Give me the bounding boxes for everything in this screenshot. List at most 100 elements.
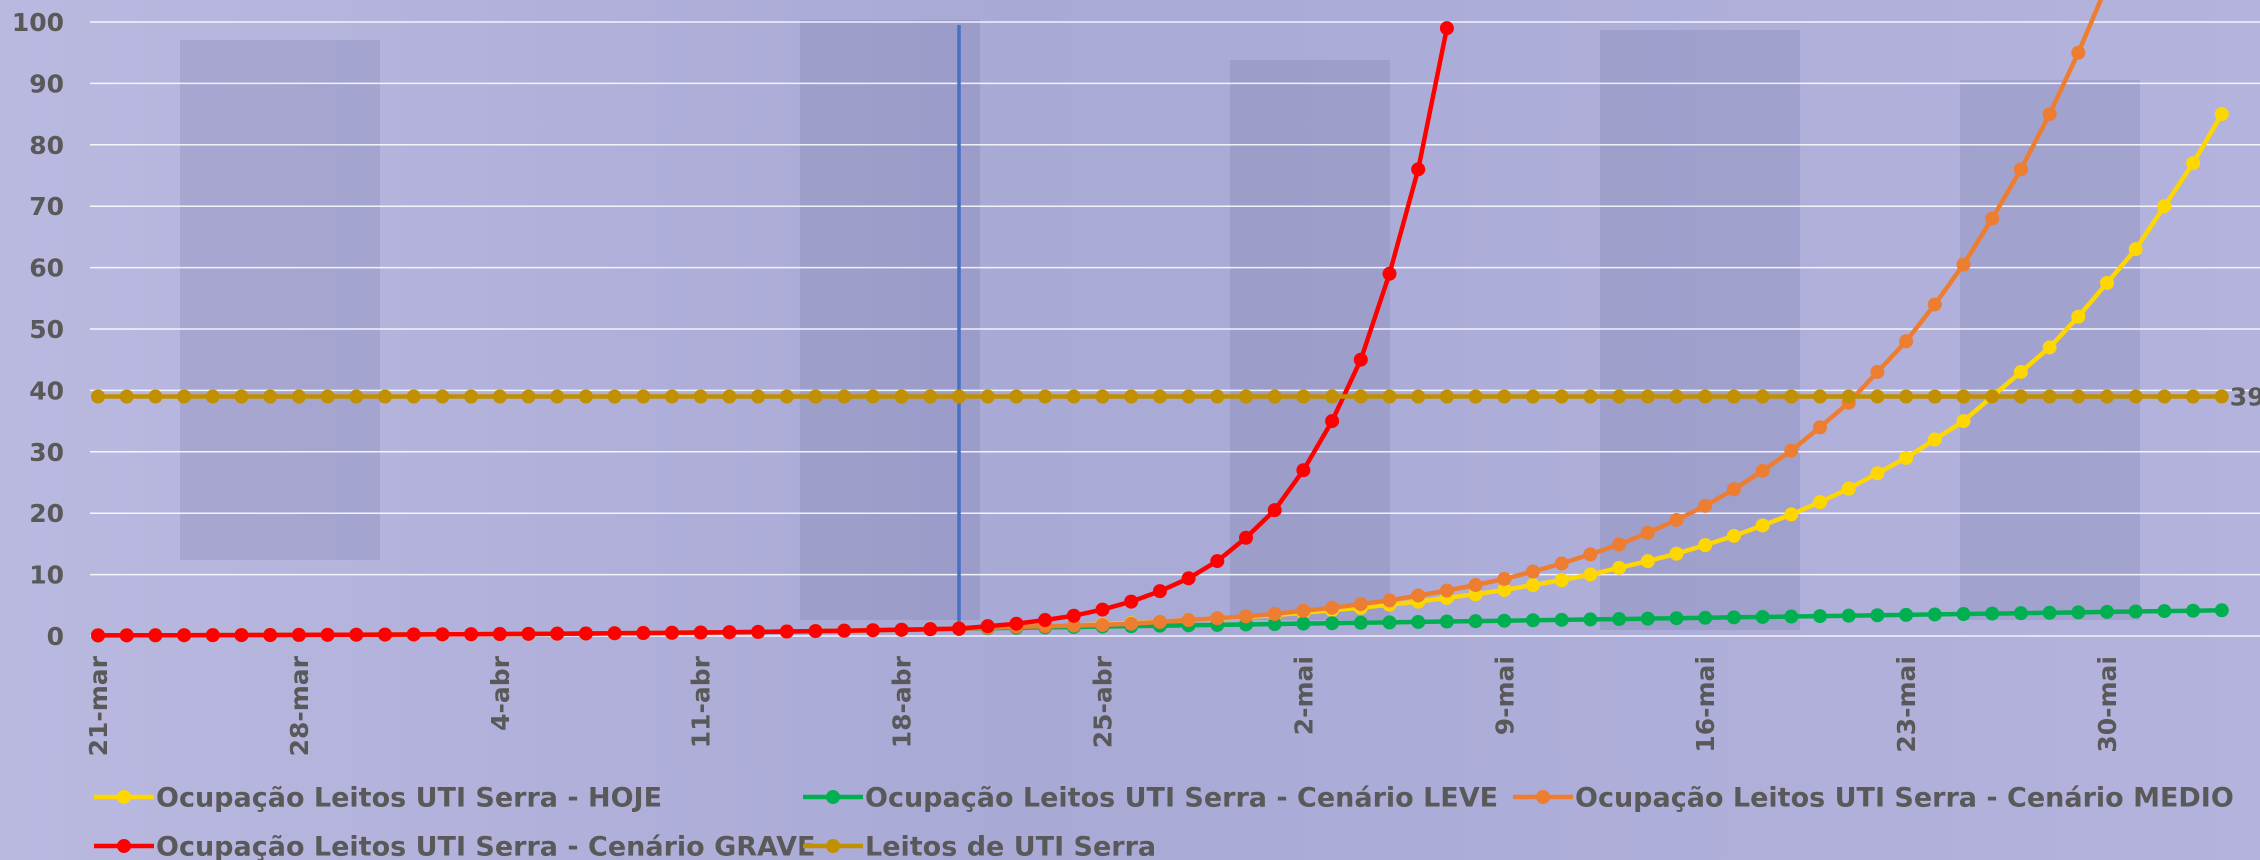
data-point xyxy=(378,627,392,642)
data-point xyxy=(952,389,966,404)
data-point xyxy=(1669,546,1684,561)
data-point xyxy=(1526,613,1540,628)
y-tick-label: 20 xyxy=(29,499,64,528)
x-tick-label: 18-abr xyxy=(888,655,917,748)
data-point xyxy=(1784,609,1799,624)
data-point xyxy=(2013,606,2028,621)
data-point xyxy=(808,389,823,404)
data-point xyxy=(607,626,622,641)
data-point xyxy=(578,389,593,404)
data-point xyxy=(1095,389,1110,404)
data-point xyxy=(492,627,507,642)
data-point xyxy=(1152,614,1167,629)
data-point xyxy=(464,389,479,404)
x-tick-label: 23-mai xyxy=(1892,656,1921,753)
data-point xyxy=(1497,613,1512,628)
data-point xyxy=(2157,604,2172,619)
data-point xyxy=(1726,482,1741,497)
data-point xyxy=(1411,162,1426,177)
data-point xyxy=(2100,275,2114,290)
data-point xyxy=(1497,389,1512,404)
data-point xyxy=(234,389,249,404)
data-point xyxy=(1841,389,1856,404)
data-point xyxy=(1784,507,1799,522)
x-tick-label: 28-mar xyxy=(285,655,314,756)
data-point xyxy=(1755,463,1770,478)
data-point xyxy=(1296,616,1311,631)
data-point xyxy=(1927,297,1942,312)
data-point xyxy=(1554,612,1569,627)
x-tick-label: 9-mai xyxy=(1490,656,1519,735)
data-point xyxy=(492,389,507,404)
plot-area xyxy=(91,0,2229,643)
data-point xyxy=(177,389,192,404)
data-point xyxy=(1698,498,1713,513)
data-point xyxy=(980,389,995,404)
y-tick-label: 40 xyxy=(29,376,64,405)
data-point xyxy=(837,389,852,404)
legend-label: Ocupação Leitos UTI Serra - HOJE xyxy=(156,783,662,814)
data-point xyxy=(1583,612,1598,627)
data-point xyxy=(2100,389,2114,404)
data-point xyxy=(1296,603,1311,618)
data-point xyxy=(1267,503,1282,518)
data-point xyxy=(406,389,421,404)
data-point xyxy=(1181,613,1196,628)
data-point xyxy=(1382,266,1397,281)
data-point xyxy=(1066,389,1081,404)
data-point xyxy=(1353,389,1368,404)
data-point xyxy=(1325,389,1340,404)
y-tick-label: 70 xyxy=(29,192,64,221)
data-point xyxy=(1296,389,1311,404)
data-point xyxy=(1152,389,1167,404)
data-point xyxy=(1439,21,1454,36)
data-point xyxy=(119,628,134,643)
data-point xyxy=(1497,571,1512,586)
data-point xyxy=(1841,481,1856,496)
data-point xyxy=(234,628,249,643)
data-point xyxy=(1267,606,1282,621)
data-point xyxy=(2013,389,2028,404)
data-point xyxy=(2128,604,2143,619)
data-point xyxy=(1726,610,1741,625)
data-point xyxy=(578,626,593,641)
data-point xyxy=(1468,578,1483,593)
data-point xyxy=(1985,606,2000,621)
data-point xyxy=(1181,571,1196,586)
data-point xyxy=(1726,528,1741,543)
data-point xyxy=(2157,199,2172,214)
data-point xyxy=(1813,609,1827,624)
data-point xyxy=(894,389,909,404)
data-point xyxy=(1956,414,1971,429)
data-point xyxy=(1038,389,1053,404)
data-point xyxy=(1411,389,1426,404)
x-tick-label: 2-mai xyxy=(1289,656,1318,735)
data-point xyxy=(1870,608,1885,623)
data-point xyxy=(1239,609,1253,624)
data-point xyxy=(779,389,794,404)
data-point xyxy=(607,389,622,404)
data-point xyxy=(1038,613,1053,628)
data-point xyxy=(1813,389,1827,404)
legend-marker xyxy=(117,790,131,804)
data-point xyxy=(1497,582,1512,597)
data-point xyxy=(2042,389,2057,404)
legend-label: Ocupação Leitos UTI Serra - Cenário LEVE xyxy=(865,783,1498,814)
data-point xyxy=(1640,554,1655,569)
data-point xyxy=(751,389,766,404)
legend-label: Ocupação Leitos UTI Serra - Cenário GRAV… xyxy=(156,832,815,860)
data-point xyxy=(1066,608,1081,623)
data-point xyxy=(1612,612,1627,627)
data-point xyxy=(148,389,163,404)
data-point xyxy=(1899,389,1914,404)
legend-label: Leitos de UTI Serra xyxy=(865,832,1156,860)
data-point xyxy=(1267,389,1282,404)
data-point xyxy=(1439,389,1454,404)
data-point xyxy=(1468,389,1483,404)
data-point xyxy=(1554,389,1569,404)
data-point xyxy=(1784,389,1799,404)
data-point xyxy=(1813,420,1827,435)
data-point xyxy=(2013,162,2028,177)
data-point xyxy=(808,624,823,639)
data-point xyxy=(1583,547,1598,562)
